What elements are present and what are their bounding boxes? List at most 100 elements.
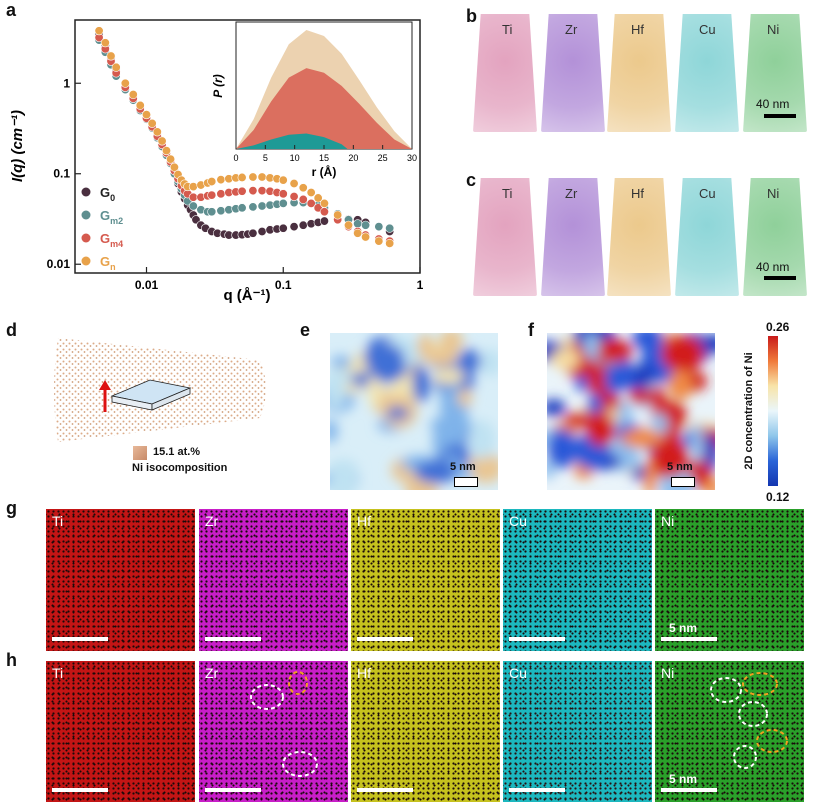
element-map-ti: Ti	[46, 661, 195, 802]
concentration-blob	[414, 460, 457, 484]
scale-bar	[205, 788, 261, 792]
y-tick-label: 0.1	[53, 167, 70, 181]
element-map-label-zr: Zr	[205, 665, 219, 681]
scale-bar	[661, 637, 717, 641]
concentration-blob	[386, 406, 409, 420]
data-point-Gn	[106, 51, 116, 61]
scale-bar	[509, 788, 565, 792]
data-point-Gm2	[237, 203, 247, 213]
data-point-Gn	[166, 154, 176, 164]
panel-letter-a: a	[6, 0, 17, 20]
apt-tip-ti	[473, 178, 537, 296]
concentration-blob	[586, 411, 616, 447]
data-point-Gn	[319, 198, 329, 208]
element-map-label-ti: Ti	[52, 665, 64, 681]
element-map-label-hf: Hf	[357, 513, 371, 529]
apt-tip-label-ni: Ni	[767, 22, 780, 37]
apt-tip-ni	[743, 14, 807, 132]
concentration-blob	[704, 431, 715, 471]
data-point-Gn	[237, 172, 247, 182]
panel-letter-f: f	[528, 320, 534, 340]
data-point-Gm4	[237, 186, 247, 196]
isocomposition-value: 15.1 at.%	[153, 446, 201, 458]
inset-x-tick-label: 5	[263, 153, 268, 163]
data-point-Gn	[152, 127, 162, 137]
apt-tip-hf	[607, 178, 671, 296]
data-point-Gn	[207, 177, 217, 187]
concentration-blob	[615, 358, 635, 391]
scale-bar	[509, 637, 565, 641]
scale-bar-b	[764, 114, 796, 118]
scale-bar	[357, 637, 413, 641]
apt-tip-label-ti: Ti	[502, 186, 513, 201]
element-map-label-zr: Zr	[205, 513, 219, 529]
concentration-blob	[457, 349, 481, 373]
data-point-Gm2	[257, 201, 267, 211]
isocomposition-swatch	[133, 446, 147, 460]
concentration-blob	[627, 389, 659, 404]
data-point-Gm2	[188, 201, 198, 211]
scale-bar-label: 5 nm	[669, 772, 698, 786]
element-map-ni: Ni 5 nm	[655, 661, 804, 802]
apt-tip-label-hf: Hf	[631, 22, 644, 37]
saxs-legend: G0 Gm2 Gm4 Gn	[81, 185, 123, 272]
concentration-blob	[547, 399, 567, 417]
pr-area-Gm4	[236, 68, 412, 149]
data-point-Gm4	[289, 192, 299, 202]
data-point-Gn	[257, 172, 267, 182]
data-point-Gn	[161, 146, 171, 156]
pr-inset-y-label: P (r)	[211, 74, 225, 98]
concentration-blob	[592, 339, 633, 364]
element-map-label-cu: Cu	[509, 665, 527, 681]
scale-label-f: 5 nm	[667, 461, 693, 473]
data-point-G0	[257, 226, 267, 236]
concentration-blob	[363, 343, 405, 373]
data-point-G0	[278, 223, 288, 233]
apt-tip-hf	[607, 14, 671, 132]
ni-isocomposition-tip	[54, 338, 266, 442]
data-point-Gm2	[248, 202, 258, 212]
panel-letter-h: h	[6, 650, 17, 670]
data-point-Gn	[169, 162, 179, 172]
data-point-Gm2	[278, 198, 288, 208]
scale-bar-c	[764, 276, 796, 280]
data-point-Gn	[289, 179, 299, 189]
data-point-Gm4	[188, 192, 198, 202]
data-point-Gn	[188, 182, 198, 192]
concentration-blob	[651, 437, 689, 478]
pr-area-Gm2	[236, 133, 412, 149]
apt-tip-label-zr: Zr	[565, 186, 578, 201]
concentration-blob	[620, 428, 664, 448]
data-point-Gn	[353, 228, 363, 238]
saxs-x-axis-label: q (Å⁻¹)	[223, 287, 270, 304]
element-map-hf: Hf	[351, 509, 500, 651]
legend-marker-Gm4	[81, 233, 91, 243]
concentration-blob	[583, 333, 600, 360]
concentration-blob	[468, 419, 496, 459]
data-point-Gn	[248, 172, 258, 182]
inset-x-tick-label: 20	[348, 153, 358, 163]
inset-x-tick-label: 30	[407, 153, 417, 163]
x-tick-label: 1	[417, 278, 424, 292]
concentration-blob	[330, 419, 338, 443]
saxs-ticks: 0.01 0.1 1 0.01 0.1 1	[47, 76, 424, 292]
scale-bar	[205, 637, 261, 641]
data-point-G0	[289, 222, 299, 232]
y-tick-label: 0.01	[47, 257, 71, 271]
element-map-label-ni: Ni	[661, 665, 675, 681]
element-map-cu: Cu	[503, 509, 652, 651]
ni-concentration-map-e: 5 nm	[330, 333, 498, 490]
saxs-chart: 0.01 0.1 10.010.11 I(q) (cm⁻¹) q (Å⁻¹) G0G…	[9, 19, 424, 304]
concentration-blob	[550, 348, 581, 370]
data-point-Gm2	[207, 207, 217, 217]
data-point-Gn	[100, 38, 110, 48]
x-tick-label: 0.1	[275, 278, 292, 292]
apt-tip-ti	[473, 14, 537, 132]
data-point-Gn	[135, 100, 145, 110]
data-point-Gm2	[374, 222, 384, 232]
concentration-blob	[477, 348, 498, 377]
inset-x-tick-label: 0	[233, 153, 238, 163]
apt-tip-label-ti: Ti	[502, 22, 513, 37]
element-map-label-ti: Ti	[52, 513, 64, 529]
data-point-Gm2	[385, 223, 395, 233]
